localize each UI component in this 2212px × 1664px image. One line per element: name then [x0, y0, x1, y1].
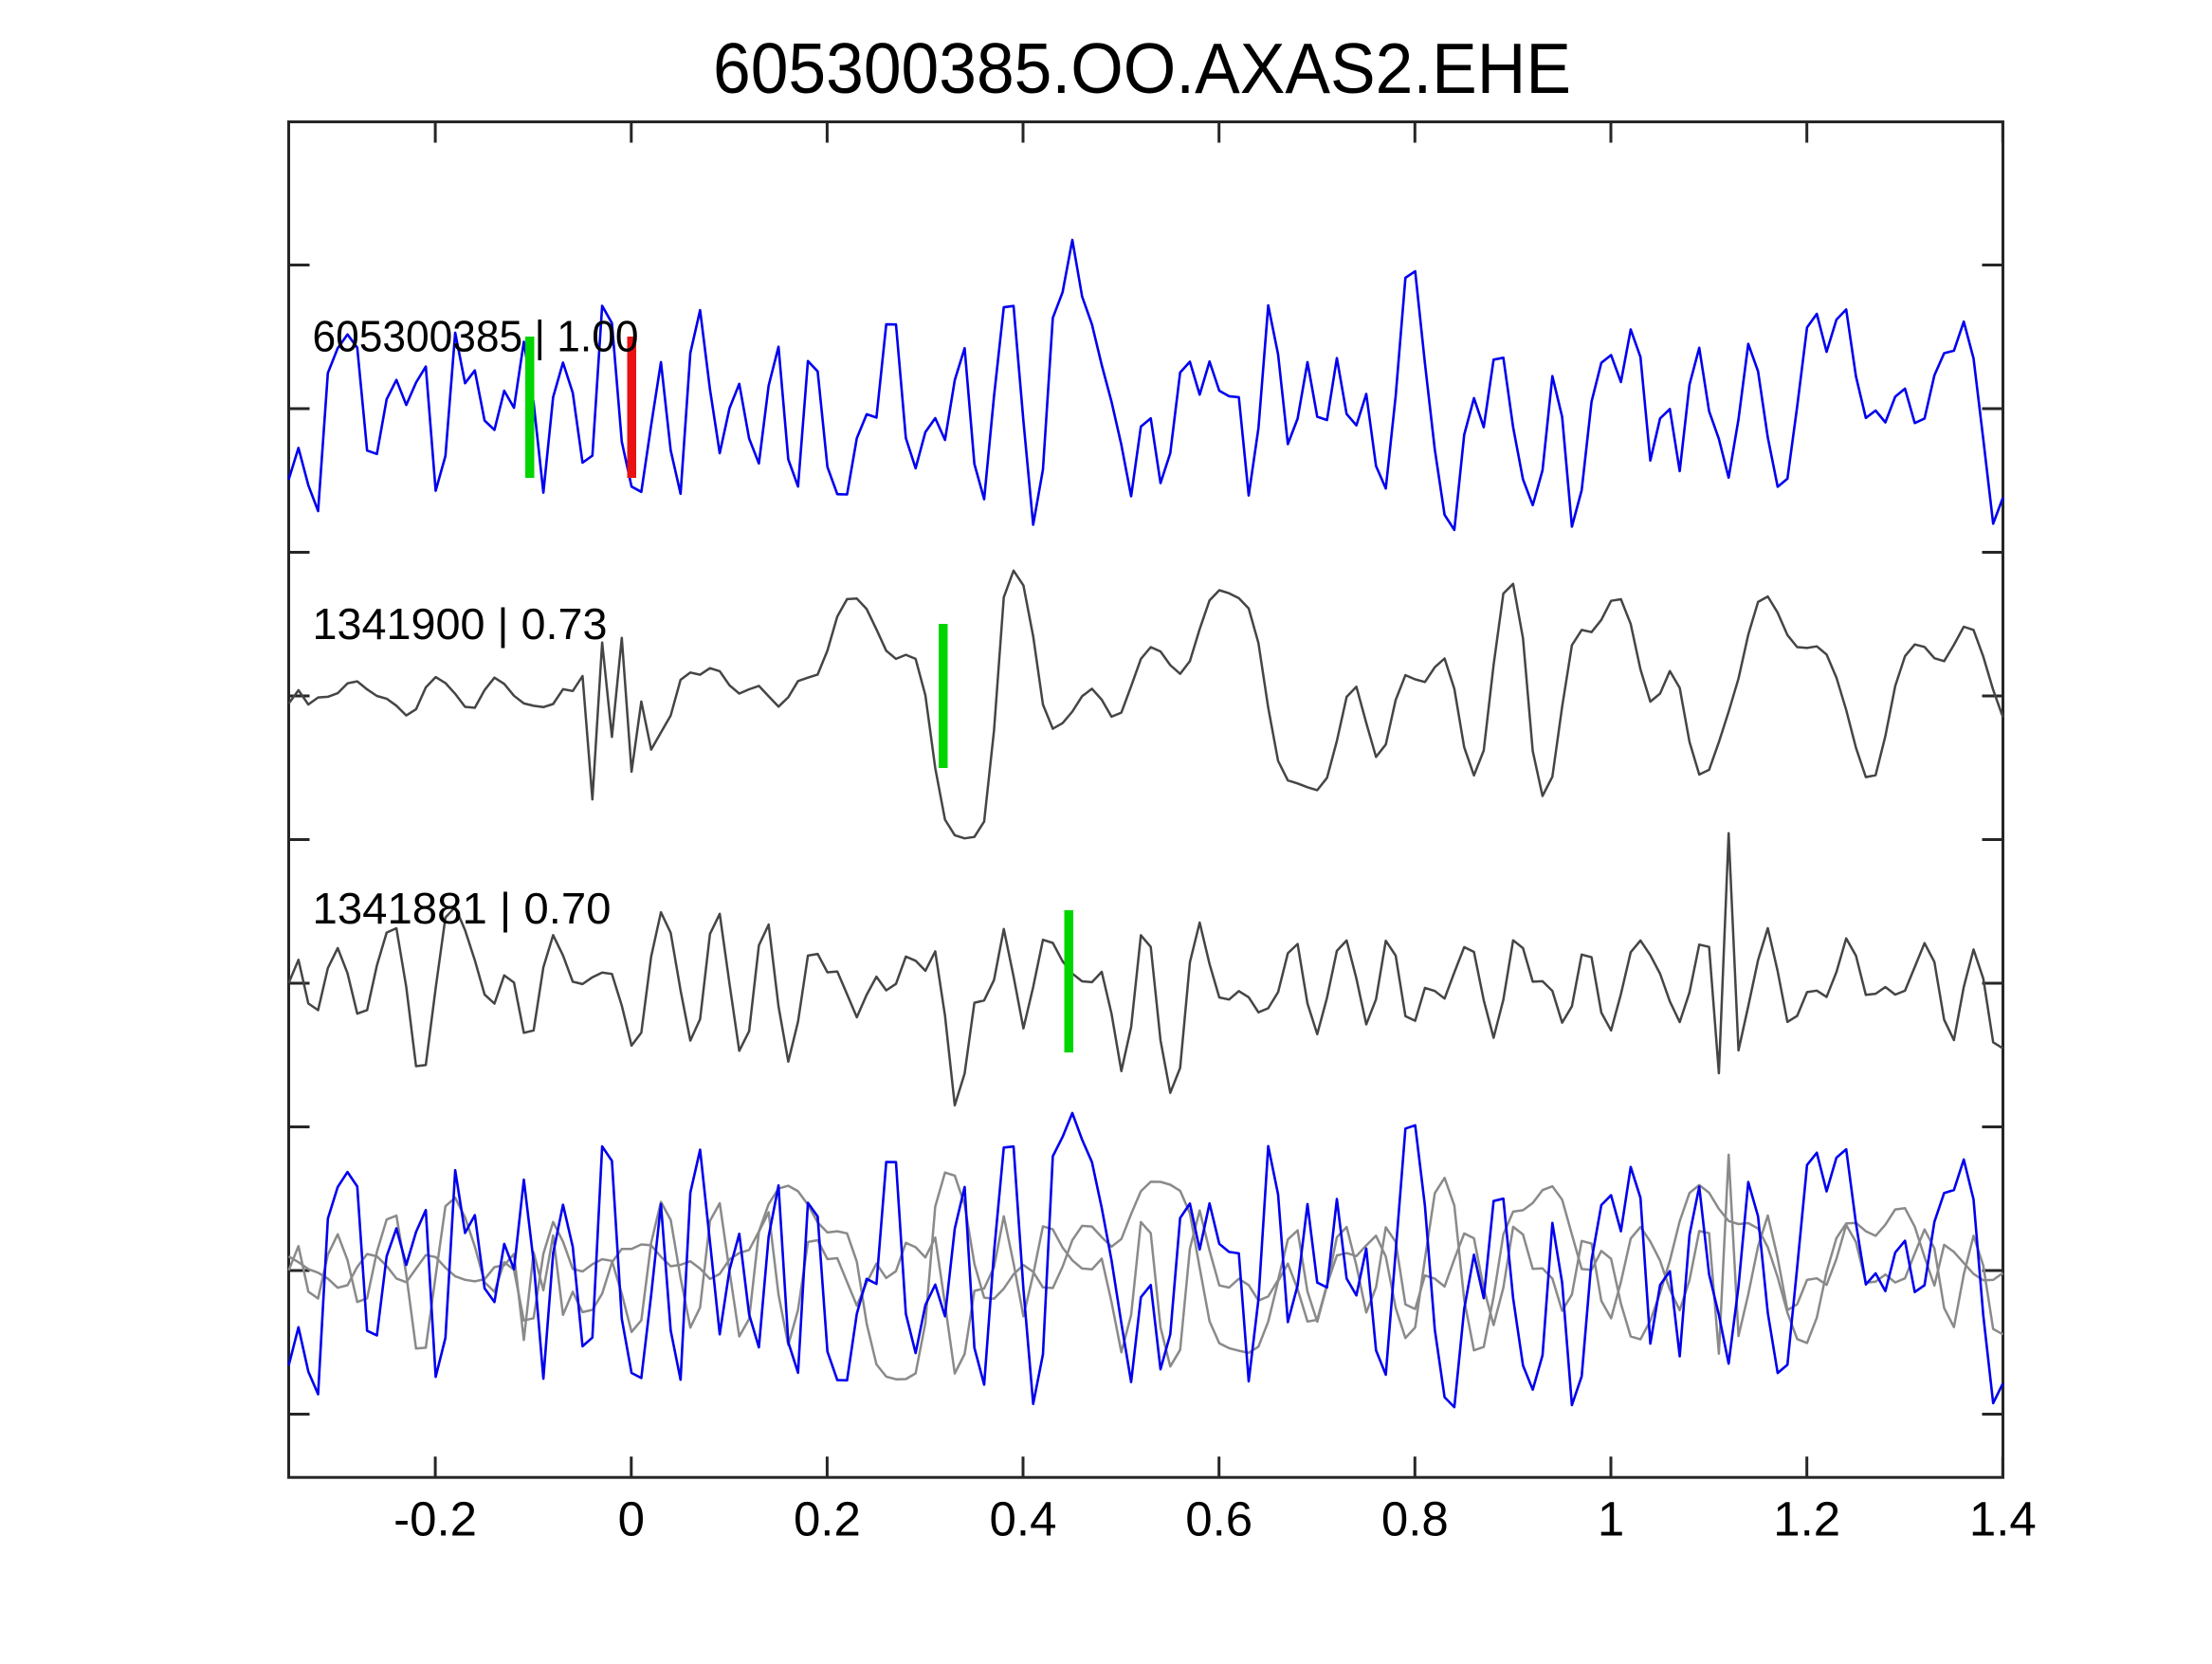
svg-text:0.2: 0.2	[794, 1492, 861, 1546]
svg-text:605300385.OO.AXAS2.EHE: 605300385.OO.AXAS2.EHE	[713, 28, 1571, 108]
svg-text:605300385 | 1.00: 605300385 | 1.00	[313, 312, 639, 361]
svg-text:1.4: 1.4	[1969, 1492, 2037, 1546]
svg-text:0: 0	[618, 1492, 645, 1546]
svg-text:0.4: 0.4	[990, 1492, 1057, 1546]
svg-text:1: 1	[1598, 1492, 1624, 1546]
svg-text:1341881 | 0.70: 1341881 | 0.70	[313, 884, 612, 933]
svg-text:0.8: 0.8	[1381, 1492, 1449, 1546]
svg-text:-0.2: -0.2	[393, 1492, 477, 1546]
svg-text:1.2: 1.2	[1773, 1492, 1840, 1546]
svg-text:0.6: 0.6	[1185, 1492, 1252, 1546]
svg-text:1341900 | 0.73: 1341900 | 0.73	[313, 599, 608, 649]
